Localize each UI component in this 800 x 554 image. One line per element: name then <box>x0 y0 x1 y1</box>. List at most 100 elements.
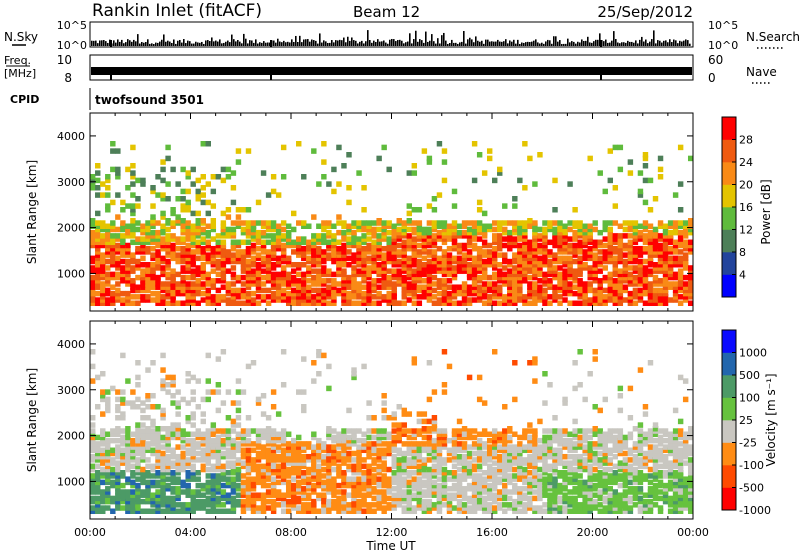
heatmap-cell <box>492 262 498 268</box>
heatmap-cell <box>396 492 402 498</box>
heatmap-cell <box>90 476 96 482</box>
heatmap-cell <box>547 502 553 508</box>
heatmap-cell <box>431 470 438 476</box>
heatmap-cell <box>311 287 317 294</box>
heatmap-cell <box>502 281 508 287</box>
heatmap-cell <box>416 223 423 229</box>
heatmap-cell <box>416 492 423 498</box>
heatmap-cell <box>532 249 538 255</box>
heatmap-cell <box>245 284 252 290</box>
heatmap-cell <box>306 242 312 249</box>
nsky-bar <box>227 40 229 46</box>
heatmap-cell <box>270 428 277 434</box>
heatmap-cell <box>275 453 282 460</box>
heatmap-cell <box>285 297 292 303</box>
heatmap-cell <box>657 258 664 265</box>
heatmap-cell <box>411 287 418 294</box>
heatmap-cell <box>210 508 217 514</box>
heatmap-cell <box>411 258 418 265</box>
heatmap-cell <box>195 441 201 447</box>
heatmap-cell <box>240 482 247 489</box>
heatmap-cell <box>672 226 679 233</box>
heatmap-cell <box>517 489 523 495</box>
heatmap-cell <box>657 242 664 249</box>
heatmap-cell <box>165 441 171 447</box>
heatmap-cell <box>351 476 357 482</box>
heatmap-cell <box>296 220 302 226</box>
heatmap-cell <box>115 444 121 450</box>
heatmap-cell <box>250 223 257 229</box>
heatmap-cell <box>476 437 483 444</box>
heatmap-cell <box>190 422 196 428</box>
heatmap-cell <box>416 229 423 236</box>
heatmap-cell <box>396 404 402 410</box>
heatmap-cell <box>321 278 327 284</box>
heatmap-cell <box>356 470 362 476</box>
heatmap-cell <box>245 479 252 486</box>
heatmap-cell <box>185 265 191 271</box>
heatmap-cell <box>331 444 337 450</box>
heatmap-cell <box>381 434 387 441</box>
heatmap-cell <box>115 255 121 262</box>
heatmap-cell <box>275 290 282 297</box>
nsky-bar <box>595 39 597 46</box>
heatmap-cell <box>235 482 242 489</box>
heatmap-cell <box>376 239 382 246</box>
heatmap-cell <box>145 236 151 242</box>
heatmap-cell <box>125 268 131 274</box>
nsky-bar <box>371 42 373 46</box>
heatmap-cell <box>275 239 282 246</box>
heatmap-cell <box>180 396 186 403</box>
heatmap-cell <box>356 479 362 486</box>
heatmap-cell <box>311 249 317 255</box>
heatmap-cell <box>572 252 578 258</box>
heatmap-cell <box>411 239 418 246</box>
heatmap-cell <box>532 258 538 265</box>
heatmap-cell <box>481 486 488 492</box>
heatmap-cell <box>451 437 458 444</box>
heatmap-cell <box>240 428 247 434</box>
heatmap-cell <box>497 284 503 290</box>
beam-title: Beam 12 <box>353 3 420 21</box>
heatmap-cell <box>476 152 483 158</box>
heatmap-cell <box>391 297 397 303</box>
heatmap-cell <box>105 437 111 444</box>
heatmap-cell <box>200 466 206 473</box>
heatmap-cell <box>260 262 267 268</box>
heatmap-cell <box>381 281 387 287</box>
heatmap-cell <box>285 236 292 242</box>
heatmap-cell <box>110 239 116 246</box>
heatmap-cell <box>220 265 227 271</box>
heatmap-cell <box>401 476 407 482</box>
heatmap-cell <box>165 300 171 306</box>
heatmap-cell <box>657 174 664 180</box>
heatmap-cell <box>200 199 206 206</box>
heatmap-cell <box>200 268 206 274</box>
heatmap-cell <box>230 294 237 300</box>
heatmap-cell <box>205 239 211 246</box>
heatmap-cell <box>245 415 252 421</box>
heatmap-cell <box>165 281 171 287</box>
heatmap-cell <box>265 226 272 233</box>
heatmap-cell <box>532 466 538 473</box>
heatmap-cell <box>642 199 649 206</box>
heatmap-cell <box>607 290 614 297</box>
heatmap-cell <box>185 220 191 226</box>
heatmap-cell <box>296 479 302 486</box>
heatmap-cell <box>296 278 302 284</box>
heatmap-cell <box>200 252 206 258</box>
nsky-bar <box>279 41 281 46</box>
heatmap-cell <box>170 508 176 514</box>
heatmap-cell <box>637 297 644 303</box>
heatmap-cell <box>562 278 568 284</box>
heatmap-cell <box>245 428 252 434</box>
heatmap-cell <box>215 233 222 239</box>
heatmap-cell <box>652 300 659 306</box>
heatmap-cell <box>391 486 397 492</box>
heatmap-cell <box>130 239 136 246</box>
heatmap-cell <box>280 508 287 514</box>
heatmap-cell <box>301 489 307 495</box>
heatmap-cell <box>512 482 518 489</box>
heatmap-cell <box>607 249 614 255</box>
heatmap-cell <box>507 242 513 249</box>
